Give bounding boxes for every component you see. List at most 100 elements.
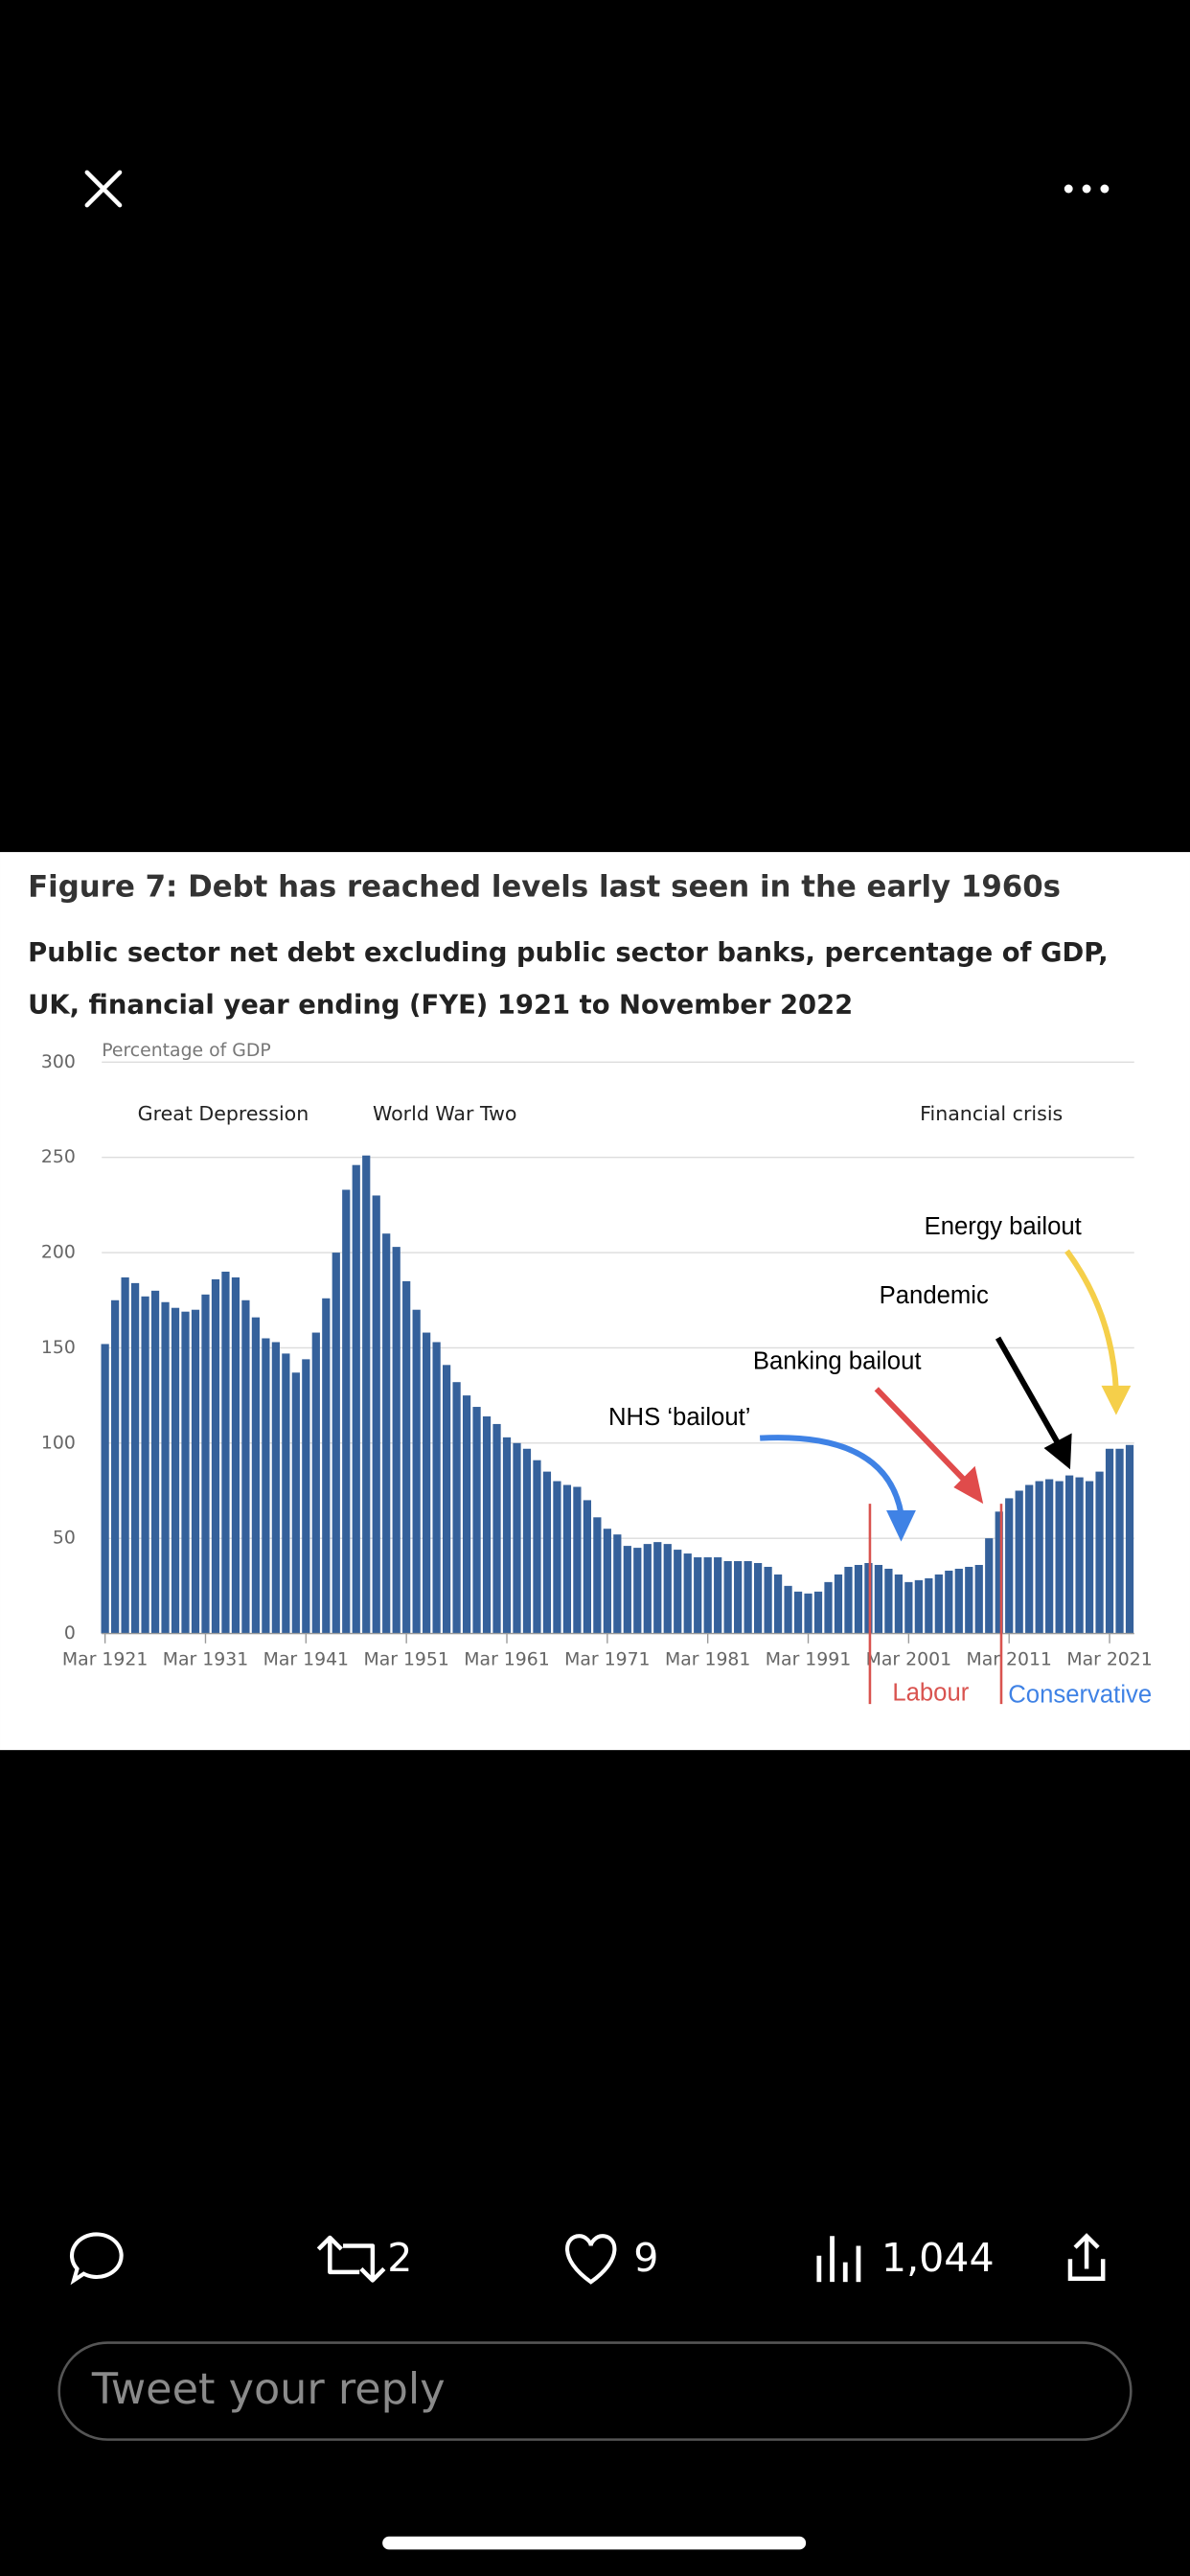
bar	[342, 1189, 351, 1634]
annotation: NHS ‘bailout’	[608, 1404, 750, 1431]
bar	[231, 1276, 240, 1634]
bar	[1055, 1481, 1064, 1634]
reply-icon[interactable]	[69, 2232, 124, 2286]
bar	[171, 1307, 180, 1634]
bar	[482, 1415, 492, 1634]
y-tick-label: 200	[41, 1243, 76, 1263]
reply-box[interactable]	[57, 2341, 1133, 2441]
like-icon[interactable]	[565, 2234, 617, 2285]
bar	[1105, 1448, 1114, 1634]
close-button[interactable]	[84, 170, 123, 208]
x-tick-label: Mar 1971	[564, 1649, 650, 1669]
plot: 0 50 100 150 200 250 300 Mar 1921 Mar 1931 Mar 19…	[41, 1052, 1153, 1670]
views-icon[interactable]	[816, 2236, 861, 2283]
bar	[623, 1546, 631, 1634]
bar	[874, 1564, 883, 1634]
bar	[904, 1581, 913, 1634]
bar	[573, 1486, 582, 1634]
bar	[412, 1309, 421, 1634]
bar	[864, 1562, 873, 1634]
bar	[282, 1353, 290, 1634]
bar	[513, 1442, 521, 1634]
bar	[553, 1481, 561, 1634]
bar	[241, 1300, 250, 1634]
x-tick-label: Mar 1961	[464, 1649, 549, 1669]
bar	[583, 1500, 591, 1634]
bar	[985, 1538, 994, 1634]
bar	[844, 1566, 853, 1634]
bar	[683, 1553, 692, 1634]
bar	[502, 1437, 512, 1634]
view-count: 1,044	[881, 2235, 995, 2281]
bar	[1015, 1490, 1023, 1634]
bar	[1035, 1481, 1043, 1634]
y-tick-label: 100	[41, 1433, 76, 1453]
bar	[653, 1542, 662, 1634]
bar	[995, 1511, 1003, 1634]
bar	[633, 1548, 642, 1634]
more-button[interactable]	[1064, 184, 1110, 194]
home-indicator	[382, 2536, 807, 2550]
reply-placeholder: Tweet your reply	[91, 2364, 446, 2414]
bar	[150, 1290, 160, 1634]
x-tick-label: Mar 1951	[363, 1649, 448, 1669]
bar	[1095, 1471, 1104, 1634]
bar	[1075, 1477, 1084, 1634]
x-tick-label: Mar 1931	[163, 1649, 248, 1669]
x-tick-label: Mar 1941	[263, 1649, 349, 1669]
bar	[1085, 1481, 1094, 1634]
retweet-icon[interactable]	[316, 2235, 386, 2283]
arrow-head	[953, 1465, 984, 1505]
bar	[643, 1544, 652, 1634]
bar	[764, 1566, 772, 1634]
bar	[934, 1574, 943, 1634]
bar	[181, 1311, 190, 1634]
bar	[423, 1332, 431, 1634]
bar	[884, 1568, 893, 1634]
bar	[714, 1557, 722, 1634]
bar	[813, 1591, 823, 1634]
bar	[613, 1534, 622, 1634]
arrow	[874, 1387, 968, 1484]
arrow	[1064, 1249, 1119, 1392]
bar	[201, 1294, 210, 1634]
bar	[533, 1460, 541, 1634]
bar	[111, 1300, 120, 1634]
annotation: Banking bailout	[753, 1348, 922, 1375]
bar	[141, 1296, 149, 1634]
bar	[854, 1564, 863, 1634]
bar	[432, 1342, 441, 1634]
bar	[452, 1382, 461, 1634]
x-tick-label: Mar 1981	[665, 1649, 750, 1669]
y-tick-label: 150	[41, 1338, 76, 1358]
y-tick-label: 50	[53, 1529, 76, 1549]
bar	[894, 1574, 903, 1634]
bar	[472, 1407, 481, 1634]
annotation: Financial crisis	[920, 1102, 1063, 1125]
y-tick-label: 250	[41, 1147, 76, 1167]
bar	[753, 1562, 763, 1634]
share-icon[interactable]	[1067, 2233, 1106, 2281]
bar	[804, 1593, 812, 1634]
y-tick-label: 300	[41, 1052, 76, 1072]
annotation: Energy bailout	[925, 1213, 1082, 1240]
bar	[271, 1342, 280, 1634]
bar	[191, 1309, 200, 1634]
bar	[211, 1278, 220, 1634]
bar	[1125, 1444, 1134, 1634]
bar	[130, 1282, 140, 1634]
bar	[1065, 1475, 1074, 1634]
bar	[834, 1574, 843, 1634]
annotation: Great Depression	[138, 1102, 309, 1125]
arrow	[760, 1435, 904, 1514]
bar	[744, 1561, 752, 1634]
bar	[161, 1301, 170, 1634]
bar	[221, 1271, 230, 1634]
bar	[392, 1247, 400, 1634]
bar	[332, 1253, 340, 1634]
arrow-head	[1043, 1433, 1072, 1470]
bar	[352, 1164, 360, 1634]
bar	[362, 1155, 371, 1634]
bar	[442, 1365, 451, 1634]
